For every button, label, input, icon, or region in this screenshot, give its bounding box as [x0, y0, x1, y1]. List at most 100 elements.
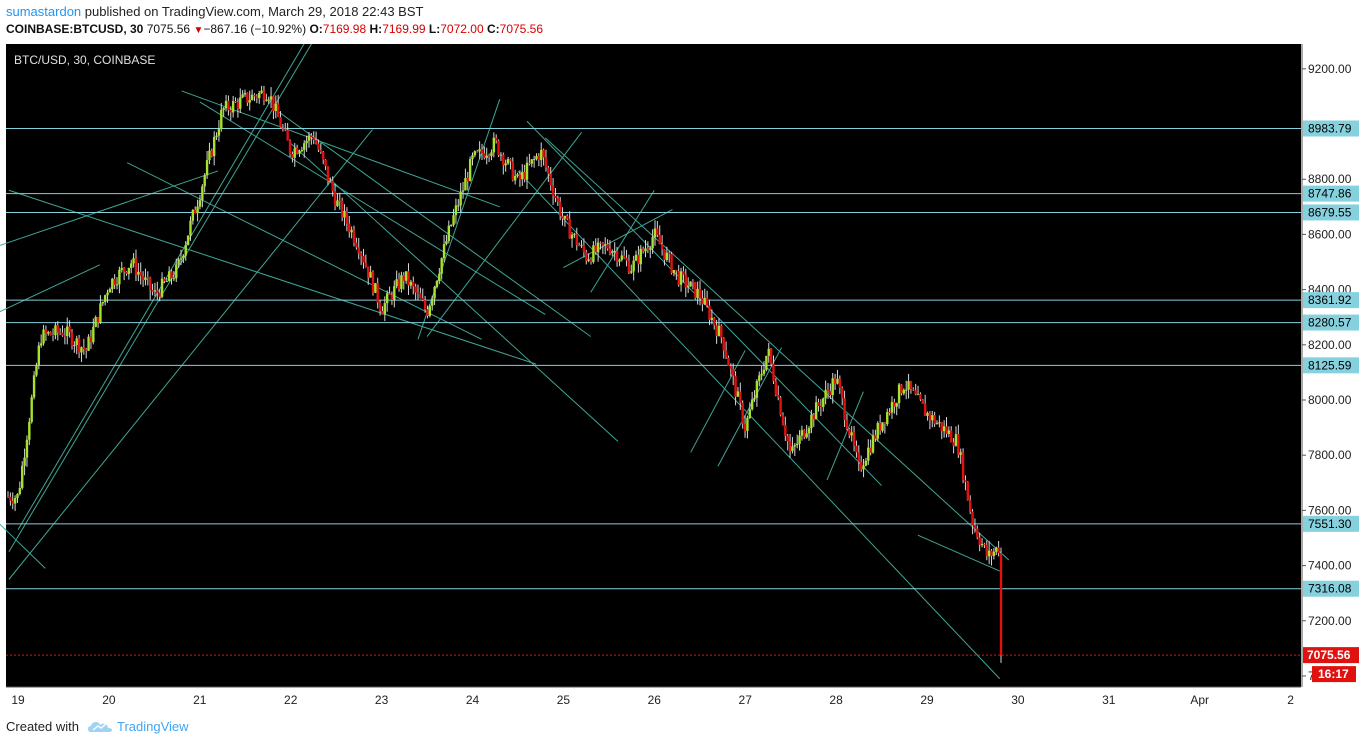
candle-body [736, 391, 740, 397]
candle-body [990, 550, 993, 556]
price-change: −867.16 (−10.92%) [203, 22, 307, 36]
candle-body [625, 257, 628, 261]
candle-body [660, 244, 664, 250]
current-price-tag [1303, 647, 1359, 664]
candle-body [141, 275, 145, 281]
candle-body [416, 292, 420, 294]
candle-body [971, 511, 974, 526]
candle-body [485, 155, 488, 158]
down-triangle-icon: ▼ [193, 25, 204, 36]
candle-body [675, 270, 678, 272]
candle-body [511, 161, 514, 181]
candle-body [70, 332, 74, 347]
candle-body [926, 412, 929, 416]
candle-body [947, 430, 951, 434]
candle-body [862, 465, 865, 470]
x-tick-label: 20 [102, 693, 116, 707]
price-level-tag [1303, 314, 1359, 331]
candle-body [18, 487, 22, 494]
last-price: 7075.56 [146, 22, 191, 36]
candle-body [641, 248, 645, 252]
author-link[interactable]: sumastardon [6, 4, 82, 19]
chart-area[interactable]: BTC/USD, 30, COINBASE 9200.00 8800.00 8600.… [0, 32, 1370, 708]
candle-body [945, 426, 948, 434]
candle-body [355, 242, 358, 248]
candle-body [378, 302, 382, 311]
candle-body [985, 544, 988, 557]
candle-body [933, 415, 936, 424]
candle-body [336, 200, 339, 207]
trend-line [8, 189, 537, 365]
trend-line [8, 32, 319, 553]
candle-body [87, 336, 90, 351]
candle-body [916, 394, 920, 396]
candle-body [973, 525, 977, 529]
chart-header: sumastardon published on TradingView.com… [0, 0, 1370, 44]
candle-body [919, 394, 922, 400]
tradingview-link[interactable]: TradingView [117, 719, 189, 734]
candle-body [106, 292, 109, 296]
candle-body [402, 275, 405, 281]
candle-body [758, 375, 761, 382]
candle-body [438, 273, 441, 281]
candle-body [333, 191, 337, 207]
candle-body [393, 286, 396, 301]
candle-body [537, 156, 541, 161]
candle-body [867, 447, 870, 461]
candle-body [864, 460, 868, 466]
candle-body [720, 325, 723, 338]
candle-body [340, 200, 344, 218]
candle-body [115, 284, 119, 286]
candle-body [449, 224, 453, 226]
price-level-label: 7316.08 [1308, 582, 1352, 596]
candle-body [44, 329, 48, 334]
candle-body [824, 389, 827, 399]
candle-body [61, 332, 64, 336]
candle-body [113, 278, 116, 285]
candle-body [101, 301, 104, 304]
candle-body [144, 277, 147, 281]
candle-body [243, 92, 247, 95]
y-tick-label: 8600.00 [1308, 227, 1352, 241]
candle-body [338, 200, 341, 202]
candle-body [518, 174, 522, 180]
candle-body [167, 271, 171, 282]
candle-body [606, 244, 609, 249]
candle-body [236, 102, 240, 109]
candle-body [871, 435, 875, 453]
candle-body [672, 270, 676, 273]
candle-body [897, 384, 901, 404]
x-tick-label: 19 [11, 693, 25, 707]
candle-body [639, 248, 642, 265]
candle-body [267, 99, 270, 101]
candle-body [130, 263, 133, 268]
candle-body [454, 205, 458, 216]
candle-body [265, 99, 268, 101]
x-tick-label: 24 [466, 693, 480, 707]
candle-body [739, 391, 742, 403]
candle-body [132, 258, 135, 264]
candle-body [613, 250, 616, 252]
candle-body [644, 248, 647, 252]
y-tick-label: 7400.00 [1308, 559, 1352, 573]
candle-body [385, 293, 389, 304]
candle-body [30, 397, 33, 422]
candle-body [272, 96, 275, 112]
candle-body [262, 90, 266, 101]
candle-body [9, 496, 12, 501]
y-tick-label: 8800.00 [1308, 172, 1352, 186]
candle-body [39, 343, 43, 346]
candle-body [774, 381, 778, 395]
candle-body [77, 338, 81, 353]
candle-body [397, 279, 401, 289]
candle-body [509, 158, 512, 162]
candle-body [37, 345, 41, 366]
candle-body [47, 332, 50, 334]
time-axis-background [6, 687, 1301, 708]
published-text: published on TradingView.com, March 29, … [81, 4, 424, 19]
candle-body [843, 398, 846, 420]
candle-body [651, 237, 654, 249]
candle-body [412, 281, 415, 287]
candle-body [258, 92, 261, 99]
price-chart[interactable]: BTC/USD, 30, COINBASE 9200.00 8800.00 8600.… [0, 32, 1370, 708]
